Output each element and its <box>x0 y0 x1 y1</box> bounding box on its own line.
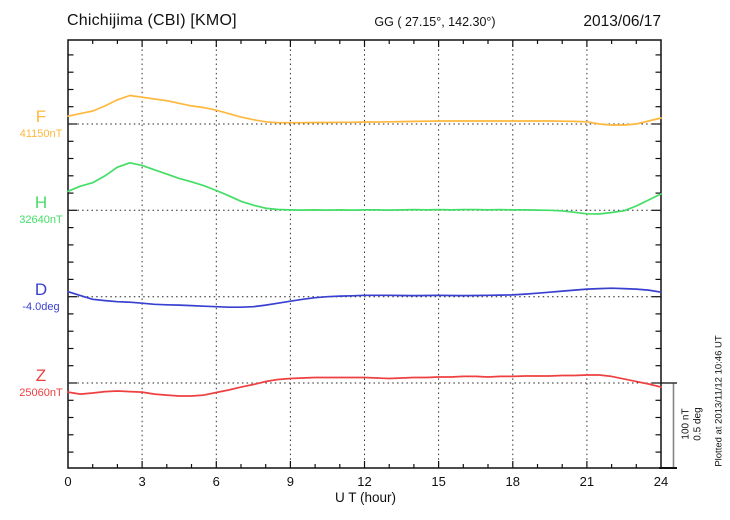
x-tick-label-18: 18 <box>505 474 520 489</box>
x-tick-label-21: 21 <box>579 474 595 489</box>
channel-letter-F: F <box>35 107 47 126</box>
scale-bar-deg-label: 0.5 deg <box>692 407 703 441</box>
plot-date: 2013/06/17 <box>583 13 661 30</box>
scale-bar-labels: 100 nT 0.5 deg <box>681 407 704 440</box>
x-tick-label-24: 24 <box>653 474 669 489</box>
channel-letter-H: H <box>34 193 48 213</box>
x-tick-label-12: 12 <box>357 474 372 489</box>
x-tick-label-3: 3 <box>138 474 146 489</box>
scale-bar-nt-label: 100 nT <box>680 408 692 440</box>
curve-Z <box>67 374 662 397</box>
station-title: Chichijima (CBI) [KMO] <box>67 12 237 29</box>
x-tick-label-0: 0 <box>64 474 72 489</box>
curve-D <box>67 287 662 309</box>
channel-letter-Z: Z <box>35 366 47 385</box>
x-tick-label-15: 15 <box>431 474 446 489</box>
channel-baseline-value-F: 41150nT <box>19 128 63 140</box>
curve-F <box>67 94 662 126</box>
x-axis-title: U T (hour) <box>334 490 397 505</box>
channel-baseline-value-Z: 25060nT <box>19 387 63 399</box>
x-tick-label-6: 6 <box>212 474 220 489</box>
channel-baseline-value-D: -4.0deg <box>22 300 60 313</box>
curve-H <box>67 161 662 215</box>
plotted-at-note: Plotted at 2013/11/12 10:46 UT <box>713 335 725 467</box>
channel-baseline-value-H: 32640nT <box>19 214 63 227</box>
x-tick-label-9: 9 <box>286 474 294 489</box>
channel-letter-D: D <box>34 279 48 299</box>
geographic-coordinates: GG ( 27.15°, 142.30°) <box>374 15 496 29</box>
